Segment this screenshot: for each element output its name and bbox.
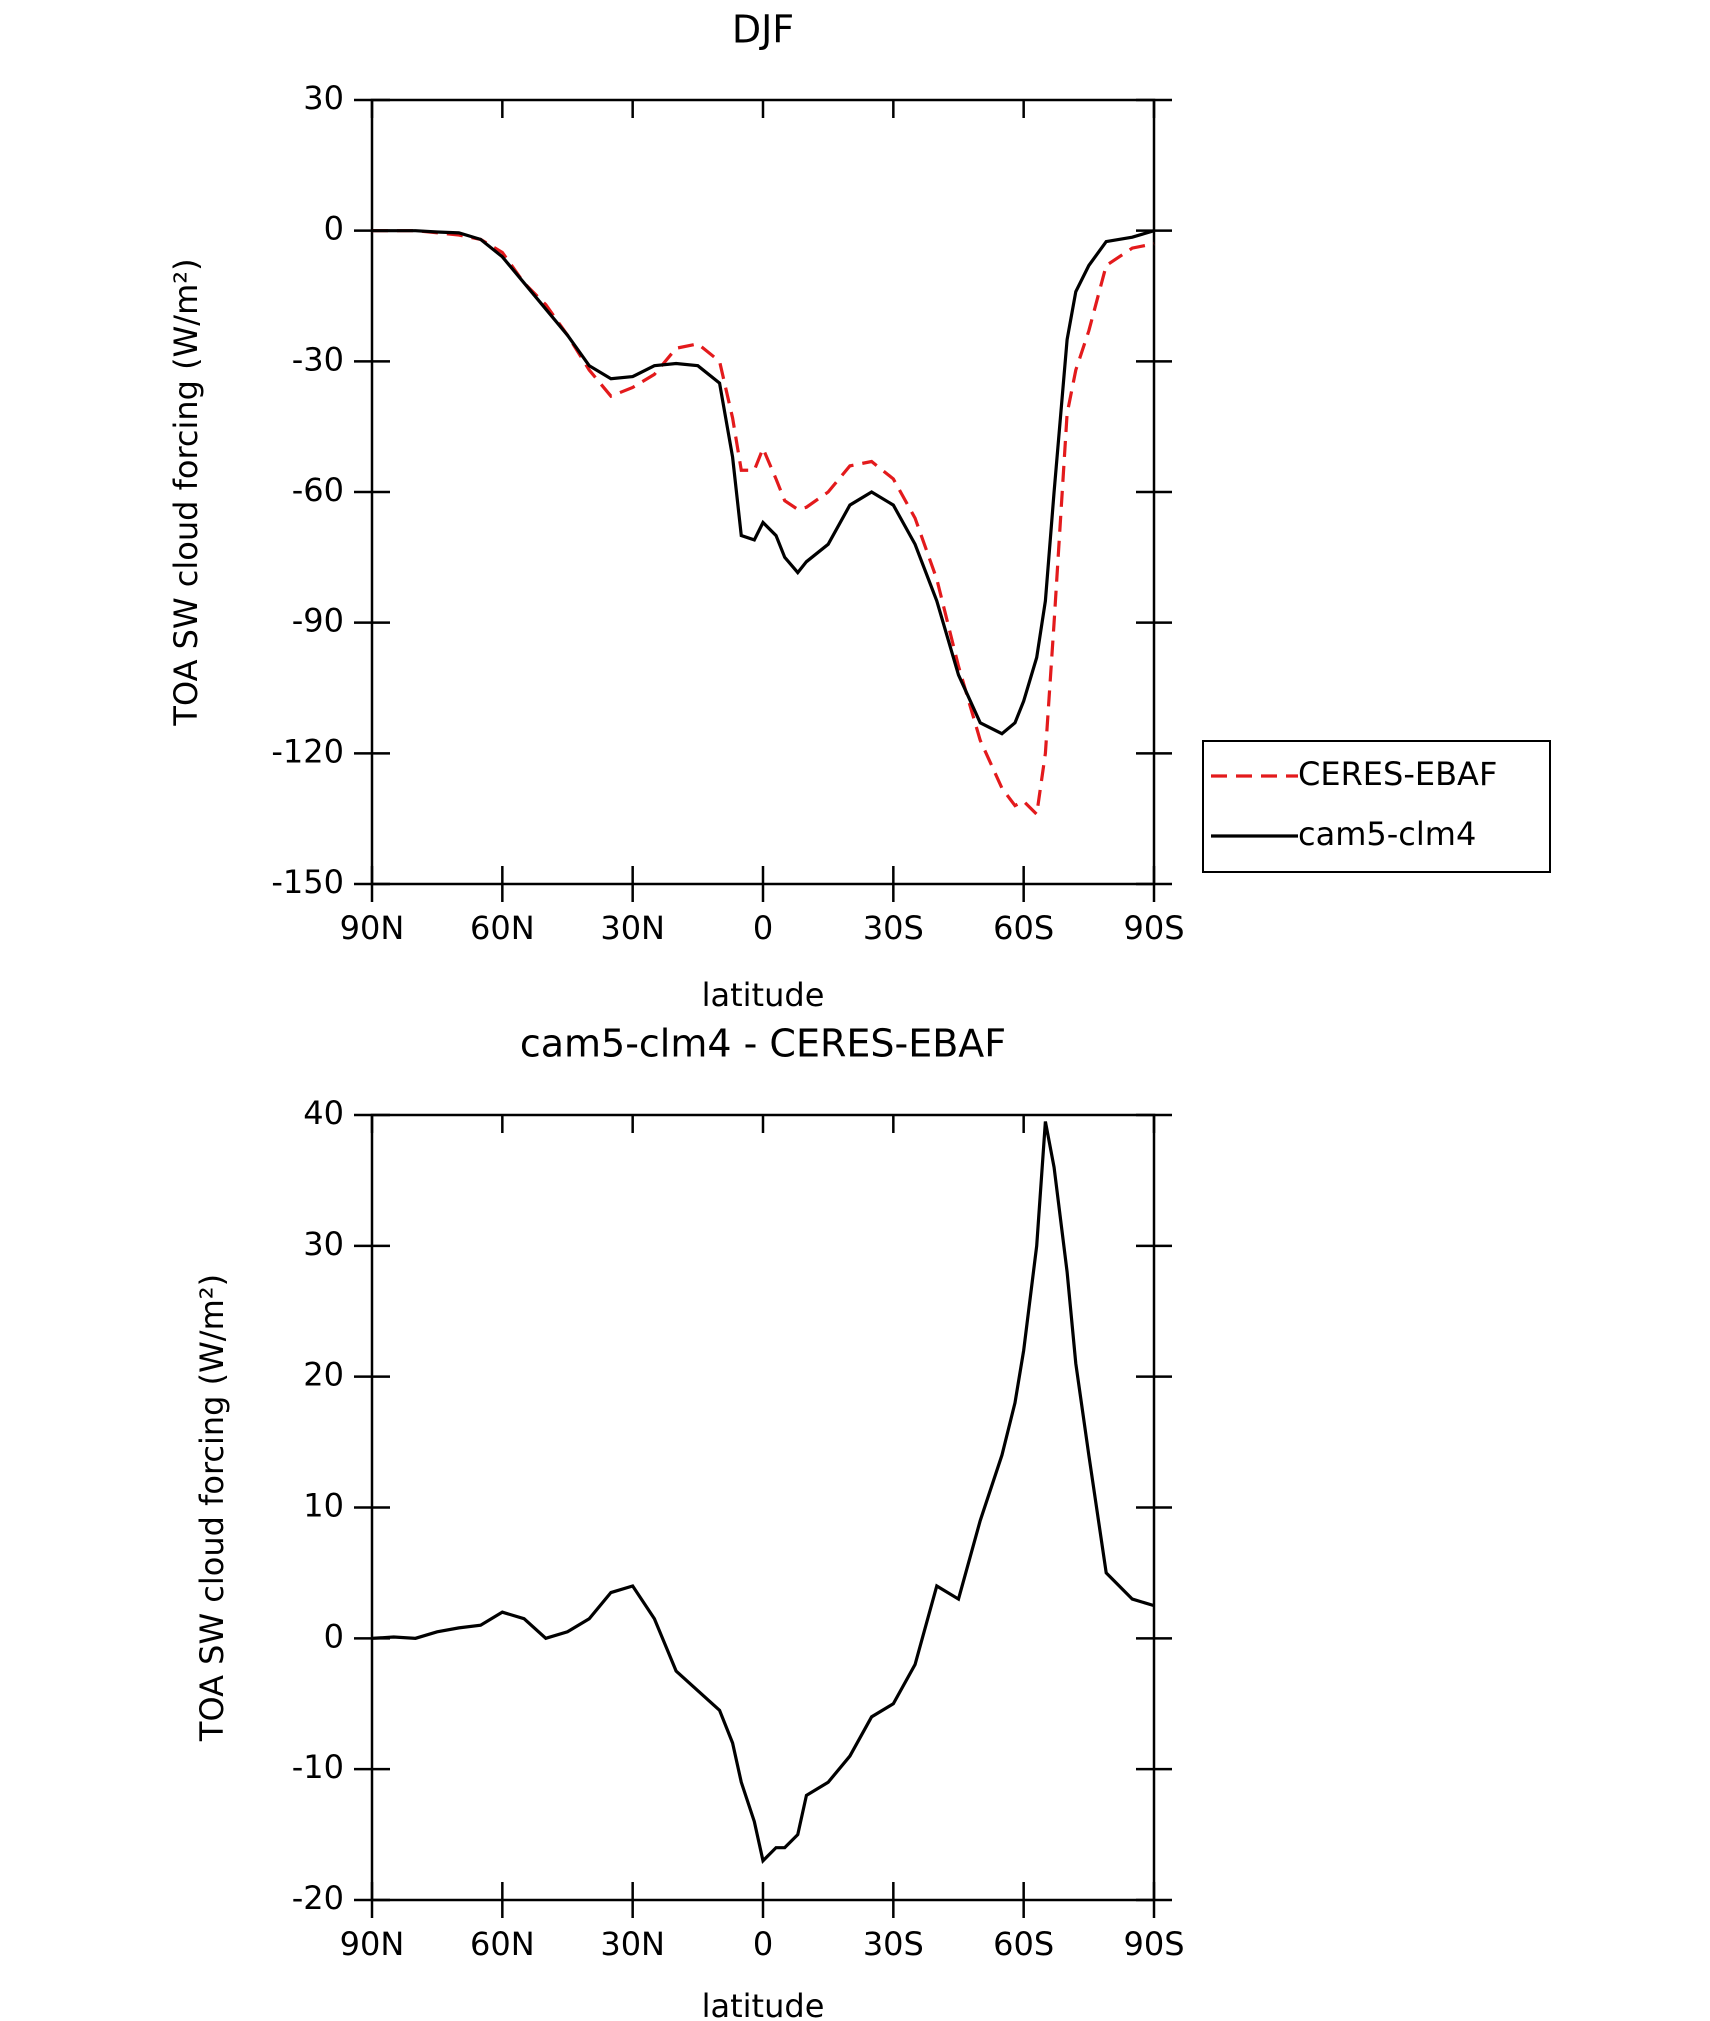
x-tick-label: 90N: [340, 1925, 405, 1963]
x-tick-label: 90S: [1123, 909, 1184, 947]
y-axis-label: TOA SW cloud forcing (W/m²): [167, 258, 205, 726]
y-tick-label: 0: [324, 1617, 344, 1655]
x-axis-label: latitude: [702, 976, 825, 1014]
plot-frame: [370, 98, 1156, 886]
x-tick-label: 60N: [470, 1925, 535, 1963]
y-tick-label: -20: [292, 1879, 344, 1917]
legend-label: cam5-clm4: [1298, 815, 1476, 853]
legend-label: CERES-EBAF: [1298, 755, 1497, 793]
y-tick-label: -120: [271, 732, 344, 770]
x-tick-label: 90S: [1123, 1925, 1184, 1963]
x-tick-label: 30N: [600, 1925, 665, 1963]
y-tick-label: -30: [292, 340, 344, 378]
plot-frame: [370, 1113, 1156, 1902]
x-tick-label: 30S: [863, 1925, 924, 1963]
chart-title: cam5-clm4 - CERES-EBAF: [520, 1022, 1006, 1066]
y-tick-label: 30: [303, 79, 344, 117]
y-tick-label: 0: [324, 210, 344, 248]
x-tick-label: 0: [753, 909, 773, 947]
y-tick-label: -60: [292, 471, 344, 509]
chart-title: DJF: [732, 8, 794, 52]
y-tick-label: 40: [303, 1094, 344, 1132]
x-axis-label: latitude: [702, 1987, 825, 2021]
y-tick-label: -150: [271, 863, 344, 901]
x-tick-label: 60N: [470, 909, 535, 947]
y-tick-label: -10: [292, 1748, 344, 1786]
x-tick-label: 30N: [600, 909, 665, 947]
legend-box: [1202, 740, 1551, 873]
x-tick-label: 60S: [993, 1925, 1054, 1963]
x-tick-label: 90N: [340, 909, 405, 947]
data-line: [372, 229, 1155, 736]
y-tick-label: 10: [303, 1487, 344, 1525]
y-axis-label: TOA SW cloud forcing (W/m²): [193, 1274, 231, 1742]
y-tick-label: -90: [292, 602, 344, 640]
data-line: [371, 1121, 1155, 1864]
x-tick-label: 60S: [993, 909, 1054, 947]
x-tick-label: 30S: [863, 909, 924, 947]
y-tick-label: 30: [303, 1225, 344, 1263]
x-tick-label: 0: [753, 1925, 773, 1963]
y-tick-label: 20: [303, 1356, 344, 1394]
